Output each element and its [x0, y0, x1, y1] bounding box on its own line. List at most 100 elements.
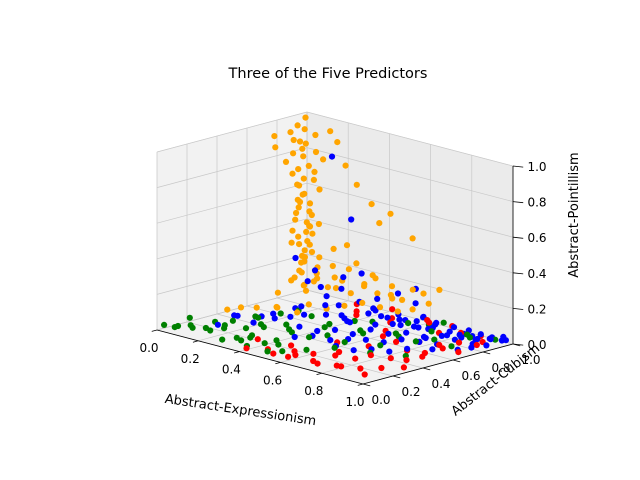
data-point-series-3 — [271, 133, 278, 140]
data-point-series-3 — [224, 306, 231, 313]
data-point-series-1 — [353, 312, 360, 319]
data-point-series-1 — [473, 341, 480, 349]
data-point-series-2 — [398, 336, 405, 343]
data-point-series-2 — [412, 300, 419, 307]
data-point-series-3 — [353, 181, 360, 188]
data-point-series-3 — [300, 153, 307, 160]
data-point-series-2 — [340, 274, 347, 281]
data-point-series-2 — [443, 332, 451, 339]
data-point-series-1 — [419, 353, 426, 360]
data-point-series-0 — [377, 342, 384, 349]
data-point-series-0 — [279, 348, 286, 355]
y-axis-line — [362, 343, 514, 385]
data-point-series-0 — [428, 328, 435, 335]
data-point-series-3 — [409, 235, 416, 242]
z-tick-label: 0.4 — [527, 267, 546, 281]
data-point-series-3 — [394, 308, 401, 315]
data-point-series-3 — [294, 196, 301, 203]
left-gridline-z — [156, 182, 308, 224]
data-point-series-0 — [306, 334, 313, 341]
data-point-series-0 — [187, 322, 194, 329]
y-tick-label: 0.6 — [461, 369, 480, 383]
data-point-series-1 — [352, 355, 359, 362]
back-gridline-z — [306, 182, 514, 238]
data-point-series-3 — [316, 186, 323, 193]
data-point-series-1 — [455, 339, 463, 346]
data-point-series-3 — [388, 283, 396, 290]
y-tick-label: 0.8 — [491, 361, 510, 375]
data-point-series-3 — [347, 290, 354, 297]
data-point-series-3 — [341, 302, 348, 309]
data-point-series-2 — [385, 330, 392, 337]
data-points — [161, 114, 509, 378]
back-gridline-z — [306, 218, 514, 274]
data-point-series-3 — [310, 176, 317, 183]
data-point-series-2 — [433, 319, 440, 326]
data-point-series-3 — [294, 309, 301, 316]
data-point-series-0 — [261, 340, 268, 347]
data-point-series-0 — [448, 343, 455, 350]
data-point-series-3 — [237, 304, 245, 311]
data-point-series-1 — [389, 306, 396, 313]
data-point-series-3 — [376, 304, 384, 311]
data-point-series-0 — [412, 338, 419, 345]
data-point-series-2 — [429, 346, 436, 353]
data-point-series-3 — [299, 145, 306, 152]
data-point-series-3 — [303, 228, 310, 235]
data-point-series-3 — [253, 304, 260, 311]
y-tick-label: 0.2 — [401, 385, 420, 399]
z-axis-label: Abstract-Pointillism — [567, 152, 582, 277]
data-point-series-2 — [322, 311, 330, 318]
data-point-series-2 — [331, 326, 339, 333]
data-point-series-0 — [260, 324, 267, 331]
data-point-series-2 — [477, 331, 484, 338]
data-point-series-3 — [409, 306, 416, 313]
data-point-series-0 — [283, 321, 290, 328]
x-axis-line — [156, 329, 364, 385]
data-point-series-0 — [277, 310, 284, 317]
data-point-series-0 — [440, 319, 447, 326]
data-point-series-0 — [341, 339, 348, 346]
data-point-series-2 — [483, 342, 490, 349]
data-point-series-2 — [498, 337, 505, 344]
axes-panes — [155, 111, 515, 385]
data-point-series-2 — [394, 290, 402, 297]
data-point-series-1 — [439, 345, 446, 352]
data-point-series-3 — [274, 304, 281, 311]
data-point-series-1 — [288, 342, 295, 349]
data-point-series-3 — [308, 248, 316, 256]
data-point-series-2 — [358, 270, 365, 277]
x-axis-tick — [316, 372, 322, 375]
x-tick-label: 0.0 — [139, 341, 158, 355]
x-axis-tick — [234, 351, 240, 354]
data-point-series-3 — [304, 238, 311, 245]
data-point-series-2 — [287, 313, 294, 320]
data-point-series-3 — [296, 267, 303, 274]
data-point-series-1 — [455, 349, 462, 356]
data-point-series-2 — [450, 324, 458, 331]
data-point-series-0 — [405, 320, 412, 327]
data-point-series-3 — [301, 126, 308, 133]
data-point-series-1 — [314, 360, 321, 367]
data-point-series-2 — [214, 321, 221, 328]
data-point-series-1 — [357, 365, 364, 372]
data-point-series-3 — [374, 290, 381, 297]
data-point-series-0 — [466, 334, 473, 341]
data-point-series-3 — [436, 286, 443, 293]
data-point-series-3 — [294, 122, 301, 129]
floor-gridline-x — [321, 332, 472, 374]
data-point-series-0 — [431, 336, 438, 343]
data-point-series-3 — [289, 170, 296, 177]
data-point-series-3 — [312, 148, 320, 156]
x-tick-label: 0.6 — [263, 373, 282, 387]
data-point-series-2 — [411, 323, 418, 330]
z-axis-tick — [512, 272, 524, 275]
data-point-series-3 — [306, 200, 314, 207]
data-point-series-1 — [285, 353, 292, 360]
data-point-series-3 — [425, 300, 432, 307]
data-point-series-2 — [404, 345, 411, 352]
data-point-series-1 — [387, 355, 394, 362]
data-point-series-3 — [305, 162, 312, 169]
data-point-series-0 — [247, 334, 254, 341]
data-point-series-2 — [468, 344, 475, 351]
